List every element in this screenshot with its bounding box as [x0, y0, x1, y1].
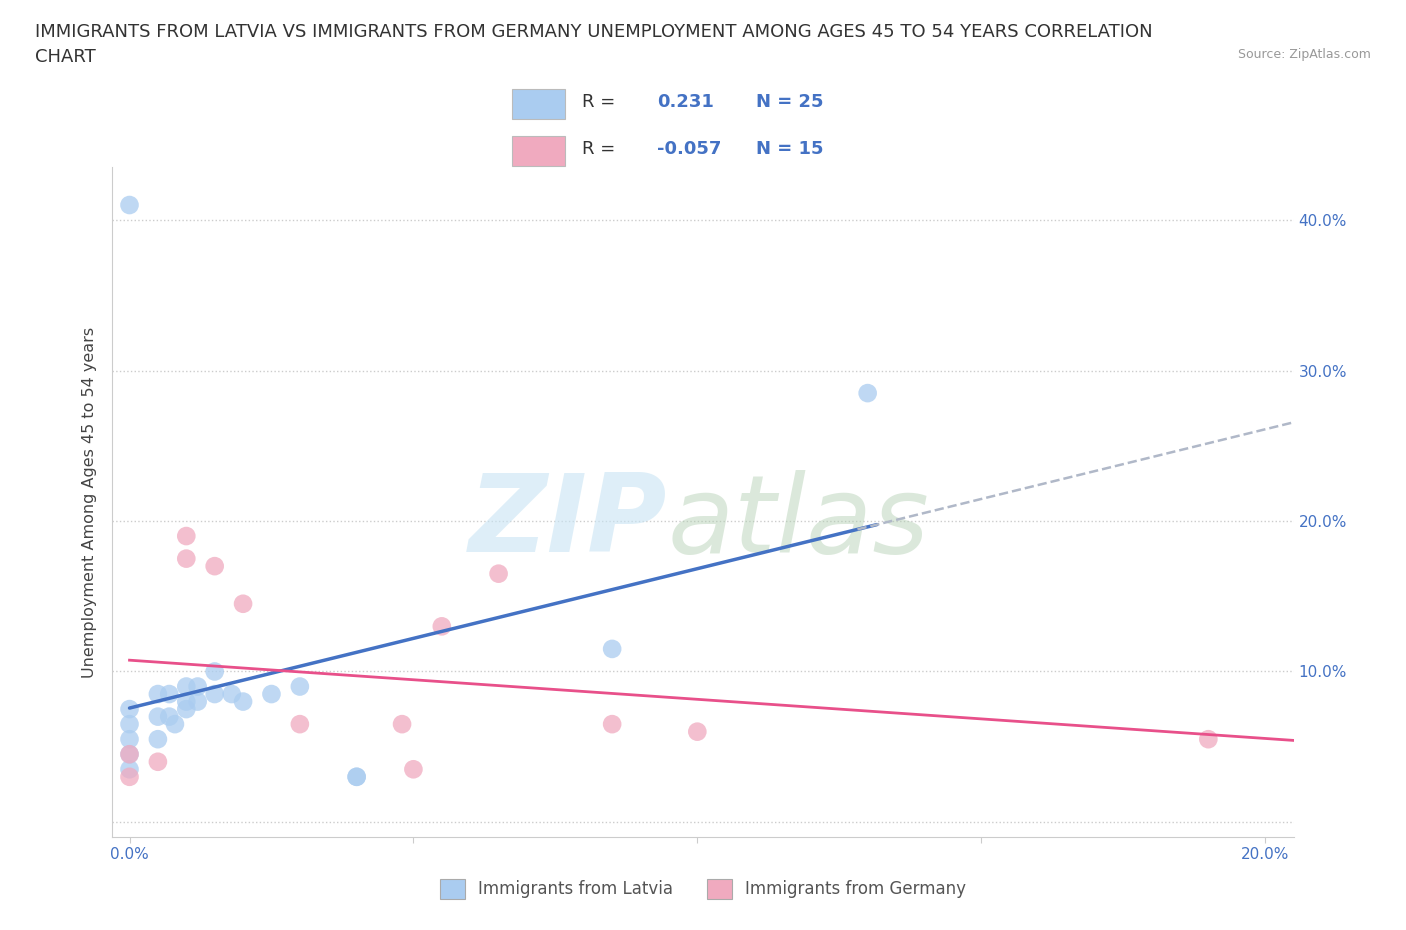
Y-axis label: Unemployment Among Ages 45 to 54 years: Unemployment Among Ages 45 to 54 years: [82, 326, 97, 678]
Point: [174, 679, 197, 694]
Point: [204, 559, 226, 574]
Point: [146, 710, 169, 724]
Text: N = 15: N = 15: [756, 140, 824, 157]
Point: [402, 762, 425, 777]
Text: IMMIGRANTS FROM LATVIA VS IMMIGRANTS FROM GERMANY UNEMPLOYMENT AMONG AGES 45 TO : IMMIGRANTS FROM LATVIA VS IMMIGRANTS FRO…: [35, 23, 1153, 41]
Point: [187, 679, 209, 694]
Point: [346, 769, 368, 784]
Point: [488, 566, 510, 581]
Point: [118, 732, 141, 747]
Point: [174, 701, 197, 716]
Text: CHART: CHART: [35, 48, 96, 66]
Text: R =: R =: [582, 140, 616, 157]
Legend: Immigrants from Latvia, Immigrants from Germany: Immigrants from Latvia, Immigrants from …: [433, 872, 973, 906]
Text: Source: ZipAtlas.com: Source: ZipAtlas.com: [1237, 48, 1371, 61]
Point: [600, 642, 623, 657]
Point: [260, 686, 283, 701]
Text: atlas: atlas: [668, 470, 929, 575]
Point: [430, 618, 453, 633]
Point: [232, 596, 254, 611]
Text: -0.057: -0.057: [657, 140, 721, 157]
Point: [686, 724, 709, 739]
Point: [118, 701, 141, 716]
Point: [204, 664, 226, 679]
Point: [174, 528, 197, 543]
Point: [157, 686, 180, 701]
Point: [174, 694, 197, 709]
Point: [118, 747, 141, 762]
Point: [174, 551, 197, 566]
Point: [856, 386, 879, 401]
Point: [118, 762, 141, 777]
Point: [146, 686, 169, 701]
Point: [221, 686, 243, 701]
Text: N = 25: N = 25: [756, 93, 824, 111]
Point: [146, 732, 169, 747]
Point: [118, 717, 141, 732]
Point: [146, 754, 169, 769]
Point: [157, 710, 180, 724]
Point: [118, 197, 141, 212]
Text: ZIP: ZIP: [470, 470, 668, 576]
Point: [118, 769, 141, 784]
Point: [288, 717, 311, 732]
Point: [1197, 732, 1219, 747]
Text: R =: R =: [582, 93, 616, 111]
Point: [600, 717, 623, 732]
Point: [118, 747, 141, 762]
Point: [187, 694, 209, 709]
Text: 0.231: 0.231: [657, 93, 714, 111]
Point: [204, 686, 226, 701]
Point: [232, 694, 254, 709]
Bar: [512, 88, 565, 119]
Point: [391, 717, 413, 732]
Bar: [512, 136, 565, 166]
Point: [288, 679, 311, 694]
Point: [346, 769, 368, 784]
Point: [163, 717, 186, 732]
